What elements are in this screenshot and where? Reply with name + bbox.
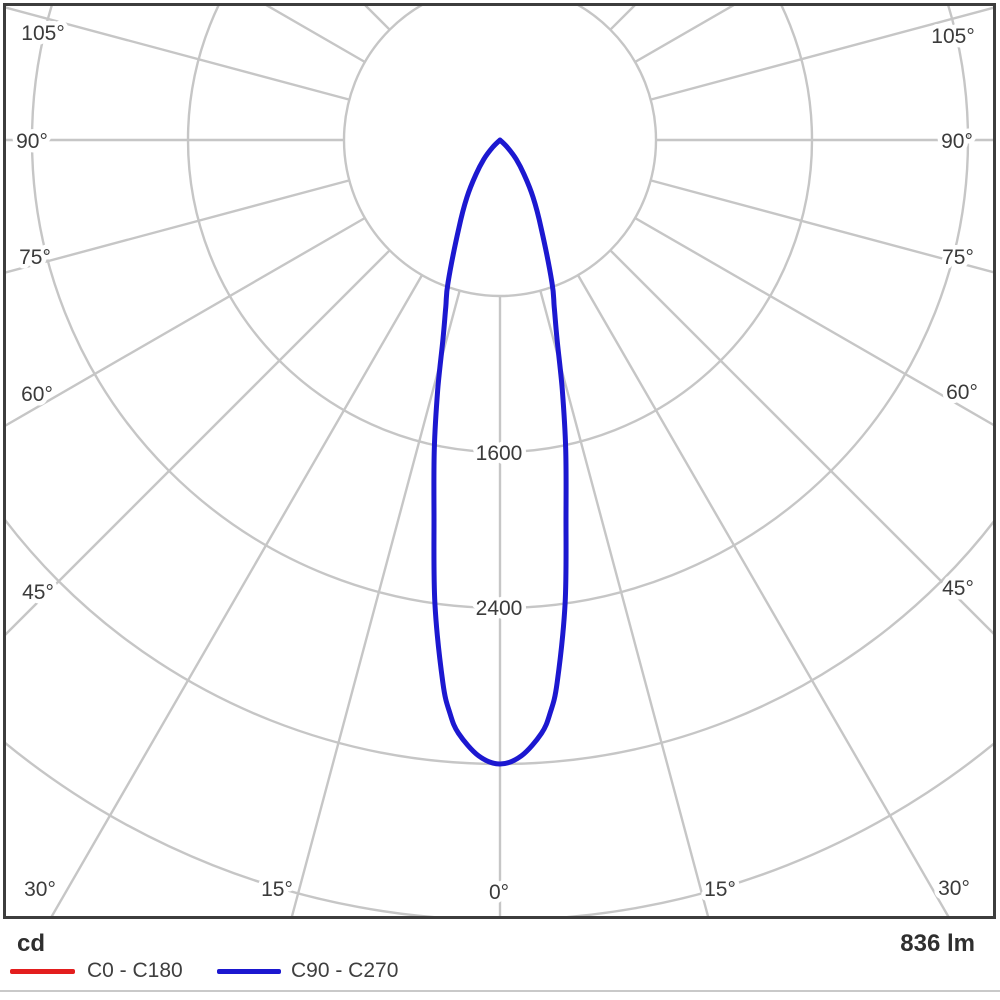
legend-swatch-c0-c180 <box>10 969 75 974</box>
angle-label: 105° <box>21 22 64 45</box>
angle-label: 15° <box>261 878 293 901</box>
angle-label: 105° <box>931 25 974 48</box>
ring-label: 2400 <box>476 597 523 620</box>
angle-label: 0° <box>489 881 509 904</box>
angle-label: 60° <box>21 383 53 406</box>
chart-frame <box>3 3 996 919</box>
legend-label-c90-c270: C90 - C270 <box>291 959 399 982</box>
angle-label: 60° <box>946 381 978 404</box>
bottom-divider <box>0 990 1000 992</box>
angle-label: 75° <box>942 246 974 269</box>
angle-label: 90° <box>941 130 973 153</box>
angle-label: 30° <box>24 878 56 901</box>
angle-label: 45° <box>22 581 54 604</box>
ring-label: 1600 <box>476 442 523 465</box>
curve-C90-C270 <box>431 137 569 767</box>
unit-label: cd <box>17 930 46 957</box>
angle-label: 90° <box>16 130 48 153</box>
luminous-flux-label: 836 lm <box>900 930 975 957</box>
angle-label: 45° <box>942 577 974 600</box>
legend-label-c0-c180: C0 - C180 <box>87 959 183 982</box>
angle-label: 30° <box>938 877 970 900</box>
legend-swatch-c90-c270 <box>217 969 281 974</box>
angle-label: 75° <box>19 246 51 269</box>
angle-label: 15° <box>704 878 736 901</box>
